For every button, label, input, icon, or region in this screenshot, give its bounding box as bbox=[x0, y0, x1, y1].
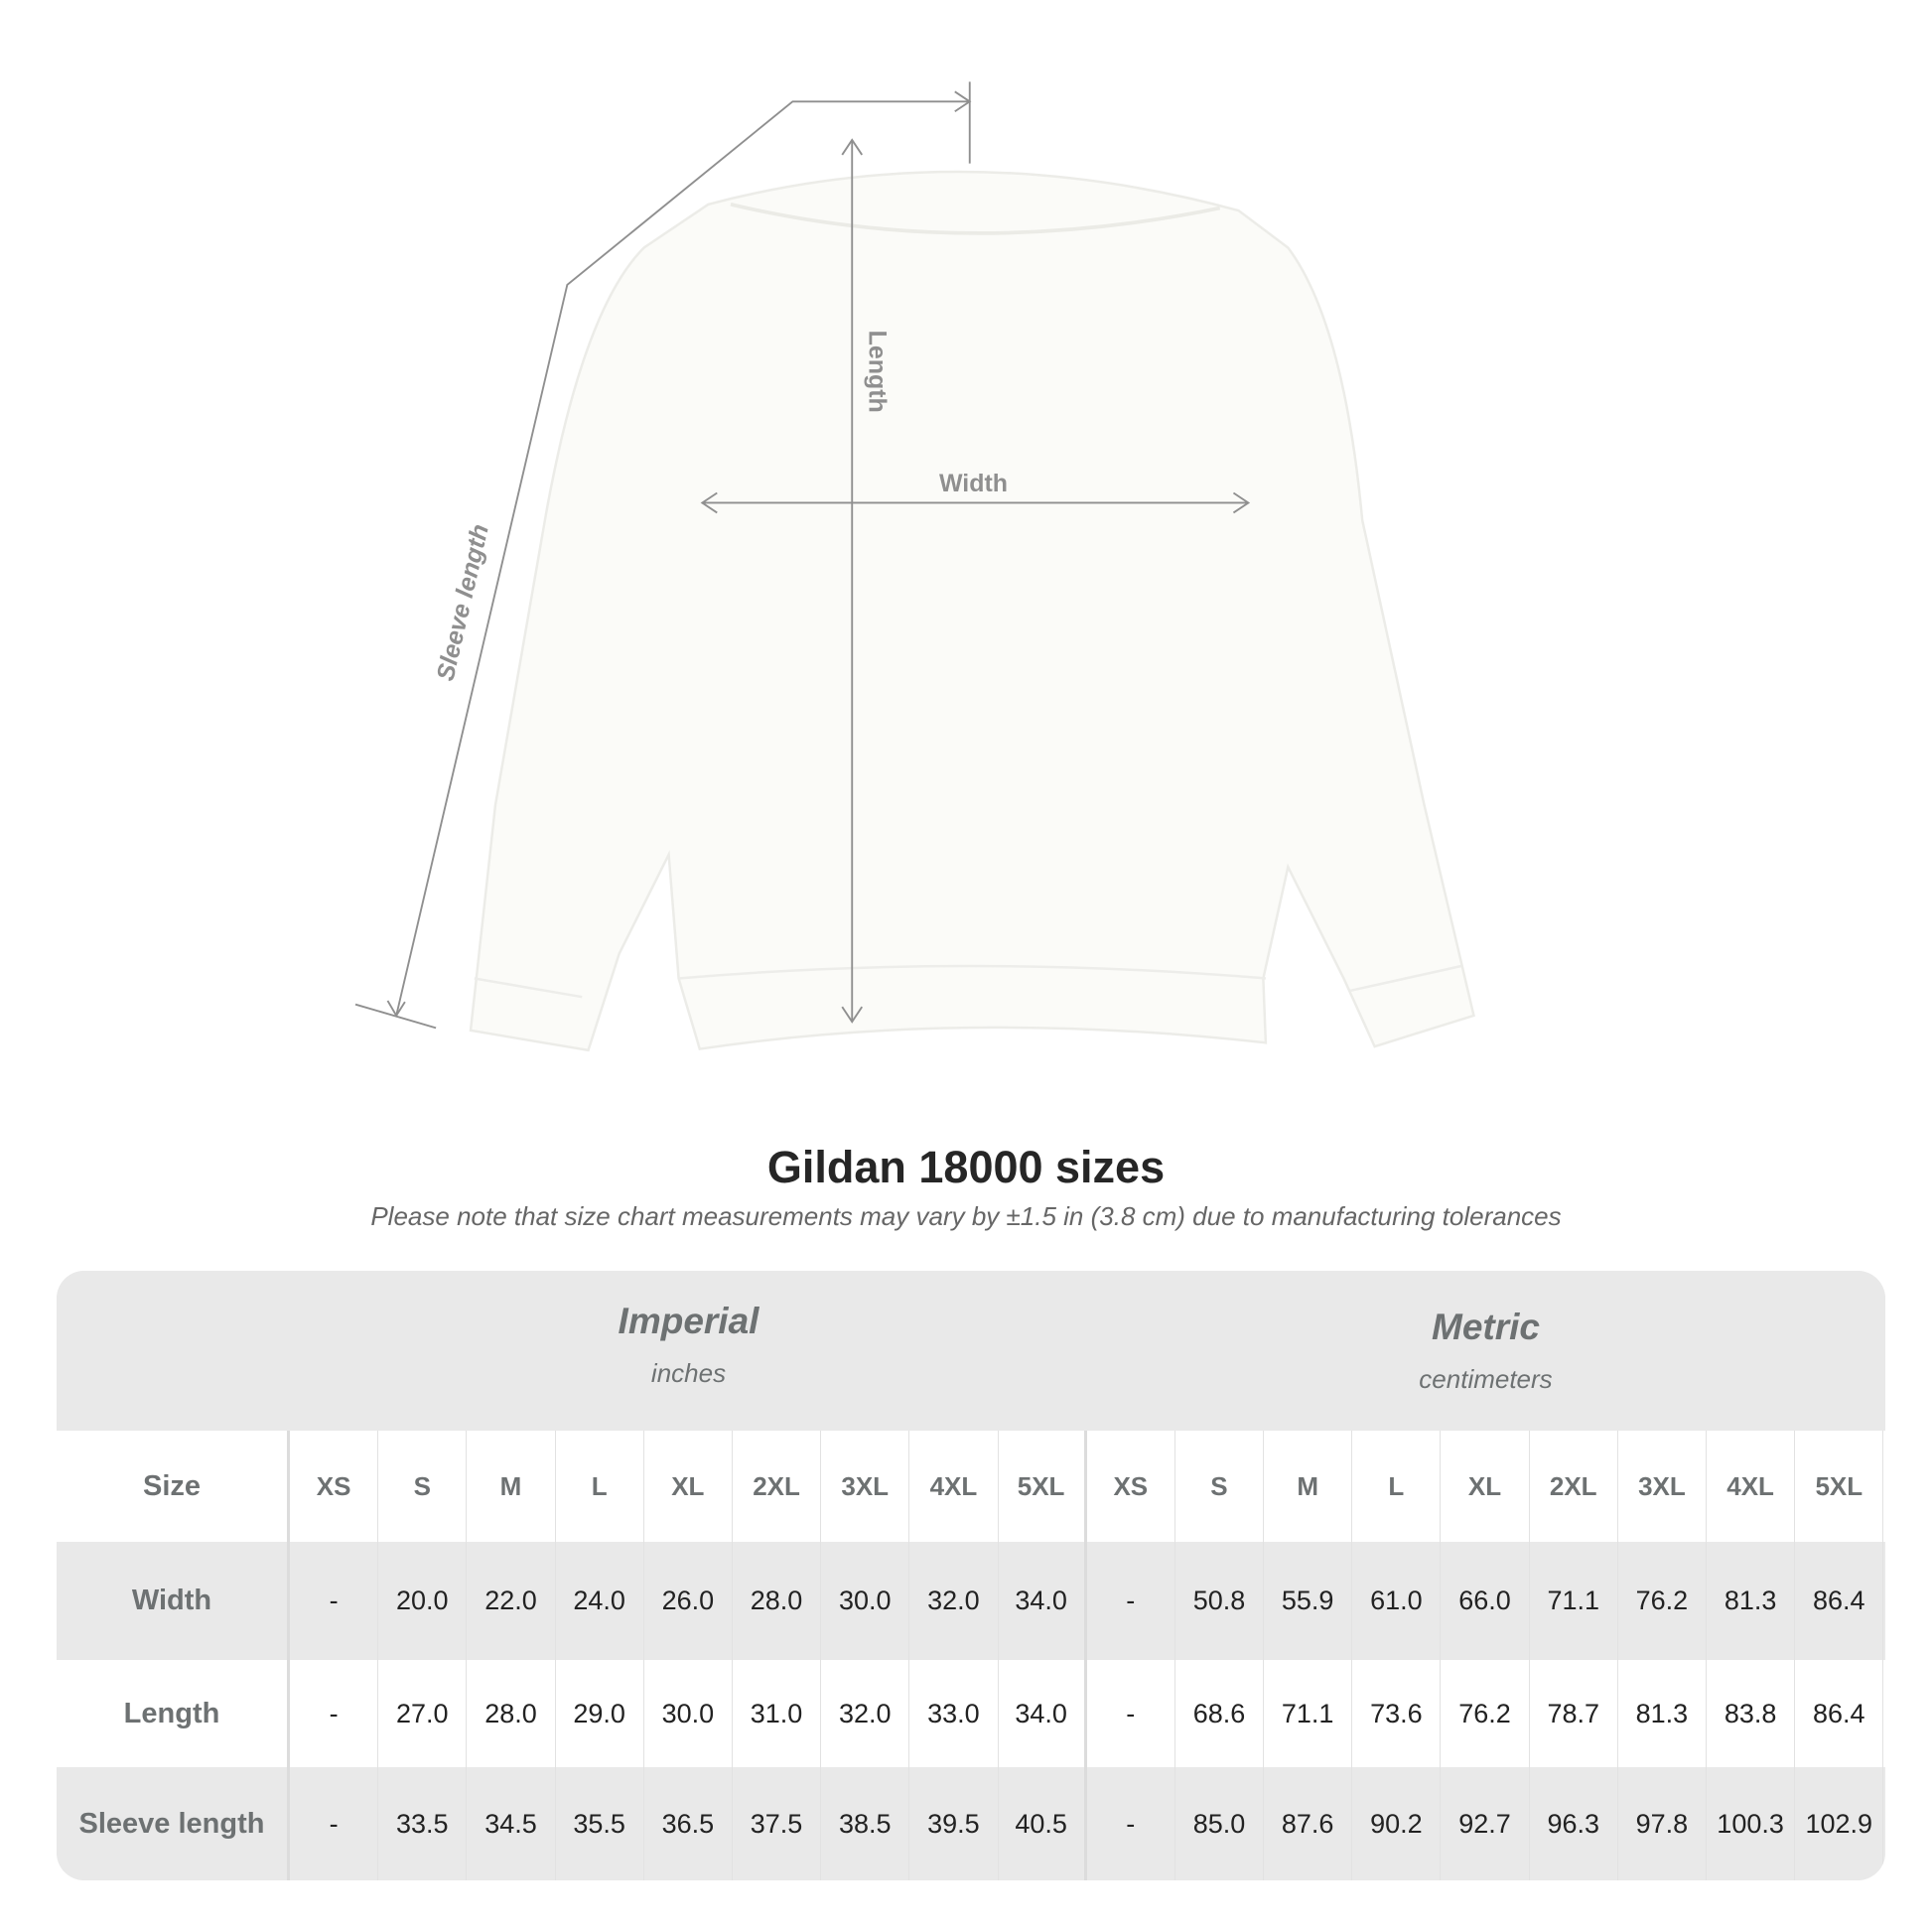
metric-cell: 68.6 bbox=[1175, 1660, 1265, 1767]
metric-cell: 81.3 bbox=[1618, 1660, 1707, 1767]
size-header-cell: 4XL bbox=[909, 1431, 999, 1542]
size-header-cell: M bbox=[467, 1431, 556, 1542]
imperial-cell: 32.0 bbox=[909, 1542, 999, 1660]
imperial-cell: 39.5 bbox=[909, 1767, 999, 1880]
metric-cell: 102.9 bbox=[1795, 1767, 1884, 1880]
imperial-cell: 35.5 bbox=[556, 1767, 644, 1880]
size-header-cell: 5XL bbox=[999, 1431, 1087, 1542]
imperial-cell: 33.0 bbox=[909, 1660, 999, 1767]
imperial-cell: 34.5 bbox=[467, 1767, 556, 1880]
size-header-cell: 3XL bbox=[1618, 1431, 1707, 1542]
imperial-cell: - bbox=[290, 1660, 379, 1767]
imperial-cell: 32.0 bbox=[821, 1660, 910, 1767]
metric-cell: 86.4 bbox=[1795, 1542, 1884, 1660]
size-header-cell: 2XL bbox=[733, 1431, 822, 1542]
metric-cell: 78.7 bbox=[1530, 1660, 1618, 1767]
length-label: Length bbox=[864, 331, 892, 413]
size-header-cell: XS bbox=[290, 1431, 379, 1542]
size-header-cell: 2XL bbox=[1530, 1431, 1618, 1542]
size-header-cell: 3XL bbox=[821, 1431, 910, 1542]
row-label: Size bbox=[57, 1431, 290, 1542]
imperial-cell: 22.0 bbox=[467, 1542, 556, 1660]
table-row: Length -27.0 28.0 29.0 30.0 31.0 32.0 33.0 34.0-… bbox=[57, 1660, 1885, 1767]
page-title: Gildan 18000 sizes bbox=[766, 1142, 1166, 1192]
metric-cell: 55.9 bbox=[1264, 1542, 1353, 1660]
size-header-cell: S bbox=[1175, 1431, 1265, 1542]
metric-title: Metric bbox=[1432, 1307, 1540, 1347]
size-header-cell: XS bbox=[1087, 1431, 1175, 1542]
metric-cell: 76.2 bbox=[1618, 1542, 1707, 1660]
imperial-cell: 31.0 bbox=[733, 1660, 822, 1767]
size-header-cell: 5XL bbox=[1795, 1431, 1884, 1542]
metric-cell: 97.8 bbox=[1618, 1767, 1707, 1880]
metric-cell: 81.3 bbox=[1707, 1542, 1796, 1660]
imperial-cell: 30.0 bbox=[821, 1542, 910, 1660]
sweatshirt-image bbox=[469, 170, 1475, 1052]
metric-cell: 61.0 bbox=[1352, 1542, 1442, 1660]
imperial-cell: - bbox=[290, 1542, 379, 1660]
sleeve-length-line bbox=[395, 100, 970, 1017]
metric-cell: 76.2 bbox=[1441, 1660, 1530, 1767]
metric-cell: 71.1 bbox=[1264, 1660, 1353, 1767]
table-row: Sleeve length -33.5 34.5 35.5 36.5 37.5 38.5 39… bbox=[57, 1767, 1885, 1880]
imperial-unit: inches bbox=[650, 1358, 727, 1388]
metric-cell: 66.0 bbox=[1441, 1542, 1530, 1660]
metric-cell: - bbox=[1087, 1542, 1175, 1660]
imperial-cell: 40.5 bbox=[999, 1767, 1087, 1880]
size-header-cell: M bbox=[1264, 1431, 1353, 1542]
row-label: Sleeve length bbox=[57, 1767, 290, 1880]
metric-cell: 71.1 bbox=[1530, 1542, 1618, 1660]
imperial-cell: 28.0 bbox=[467, 1660, 556, 1767]
size-header-cell: 4XL bbox=[1707, 1431, 1796, 1542]
size-header-cell: S bbox=[378, 1431, 468, 1542]
imperial-cell: 36.5 bbox=[644, 1767, 733, 1880]
table-row: Width -20.0 22.0 24.0 26.0 28.0 30.0 32.0 34.0-5… bbox=[57, 1542, 1885, 1660]
imperial-cell: 34.0 bbox=[999, 1542, 1087, 1660]
imperial-cell: 33.5 bbox=[378, 1767, 468, 1880]
metric-unit: centimeters bbox=[1419, 1364, 1553, 1394]
size-chart-table: Imperial inches Metric centimeters Size X… bbox=[57, 1271, 1885, 1880]
metric-cell: 90.2 bbox=[1352, 1767, 1442, 1880]
row-label: Width bbox=[57, 1542, 290, 1660]
imperial-cell: 27.0 bbox=[378, 1660, 468, 1767]
imperial-cell: 34.0 bbox=[999, 1660, 1087, 1767]
size-header-cell: L bbox=[1352, 1431, 1442, 1542]
size-header-cell: L bbox=[556, 1431, 644, 1542]
table-header-band: Imperial inches Metric centimeters bbox=[57, 1271, 1885, 1431]
imperial-cell: 37.5 bbox=[733, 1767, 822, 1880]
metric-cell: - bbox=[1087, 1767, 1175, 1880]
size-header-cell: XL bbox=[644, 1431, 733, 1542]
imperial-cell: 29.0 bbox=[556, 1660, 644, 1767]
metric-cell: 85.0 bbox=[1175, 1767, 1265, 1880]
metric-cell: 87.6 bbox=[1264, 1767, 1353, 1880]
tolerance-note: Please note that size chart measurements… bbox=[370, 1201, 1562, 1231]
sleeve-length-label: Sleeve length bbox=[432, 521, 494, 683]
row-label: Length bbox=[57, 1660, 290, 1767]
metric-cell: 50.8 bbox=[1175, 1542, 1265, 1660]
imperial-cell: 26.0 bbox=[644, 1542, 733, 1660]
size-header-cell: XL bbox=[1441, 1431, 1530, 1542]
size-header-row: Size XS S M L XL 2XL 3XL 4XL 5XL XS S M L XL 2XL 3XL 4XL 5… bbox=[57, 1431, 1885, 1542]
metric-cell: 100.3 bbox=[1707, 1767, 1796, 1880]
imperial-cell: - bbox=[290, 1767, 379, 1880]
metric-cell: 92.7 bbox=[1441, 1767, 1530, 1880]
metric-cell: 96.3 bbox=[1530, 1767, 1618, 1880]
metric-cell: 86.4 bbox=[1795, 1660, 1884, 1767]
imperial-cell: 28.0 bbox=[733, 1542, 822, 1660]
metric-cell: 83.8 bbox=[1707, 1660, 1796, 1767]
metric-cell: - bbox=[1087, 1660, 1175, 1767]
imperial-cell: 20.0 bbox=[378, 1542, 468, 1660]
metric-cell: 73.6 bbox=[1352, 1660, 1442, 1767]
imperial-cell: 24.0 bbox=[556, 1542, 644, 1660]
imperial-group: Imperial inches bbox=[290, 1301, 1087, 1389]
metric-group: Metric centimeters bbox=[1087, 1307, 1884, 1395]
imperial-cell: 30.0 bbox=[644, 1660, 733, 1767]
imperial-title: Imperial bbox=[618, 1301, 759, 1341]
imperial-cell: 38.5 bbox=[821, 1767, 910, 1880]
width-label: Width bbox=[939, 470, 1008, 497]
